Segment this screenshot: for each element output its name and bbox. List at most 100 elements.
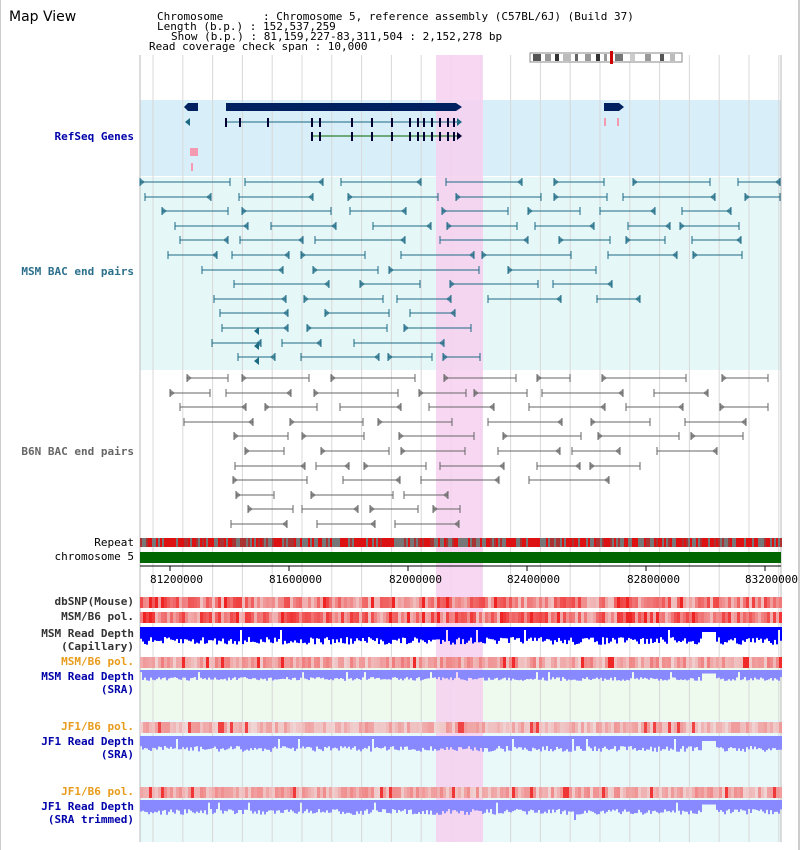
jf1-b6-pol-trim-heat — [515, 787, 518, 798]
jf1-b6-pol-heat — [707, 722, 710, 733]
msm-read-depth-cap-bar — [736, 627, 738, 644]
msm-read-depth-cap-bar — [156, 627, 158, 641]
jf1-read-depth-bar — [462, 736, 464, 750]
repeat-segment — [148, 538, 150, 547]
msm-read-depth-cap-bar — [676, 627, 678, 643]
jf1-read-depth-bar — [382, 736, 384, 748]
track-label-msm-read-depth-sra[interactable]: MSM Read Depth — [41, 670, 134, 683]
jf1-read-depth-bar — [436, 736, 438, 751]
msm-b6-pol-heat — [641, 612, 644, 623]
jf1-b6-pol-heat — [494, 722, 497, 733]
repeat-segment — [290, 538, 292, 547]
repeat-segment — [152, 538, 154, 547]
b6n-bac-pair-arrow — [364, 462, 369, 470]
jf1-b6-pol-heat — [428, 722, 431, 733]
track-label-jf1-b6-pol[interactable]: JF1/B6 pol. — [61, 720, 134, 733]
jf1-read-depth-trim-bar — [738, 800, 740, 812]
msm-b6-pol-heat — [332, 612, 335, 623]
repeat-segment — [222, 538, 224, 547]
track-label-refseq-genes[interactable]: RefSeq Genes — [54, 130, 134, 143]
msm-b6-pol-sra-heat — [728, 657, 731, 668]
track-label-msm-bac[interactable]: MSM BAC end pairs — [21, 265, 134, 278]
jf1-read-depth-trim-bar — [334, 800, 336, 810]
jf1-read-depth-bar — [726, 736, 728, 752]
jf1-read-depth-bar — [758, 736, 760, 748]
jf1-b6-pol-heat — [377, 722, 380, 733]
jf1-b6-pol-heat — [179, 722, 182, 733]
msm-read-depth-sra-bar — [390, 670, 392, 680]
repeat-segment — [192, 538, 194, 547]
track-label-jf1-read-depth[interactable]: JF1 Read Depth — [41, 735, 134, 748]
jf1-b6-pol-trim-heat — [230, 787, 233, 798]
jf1-b6-pol-heat — [758, 722, 761, 733]
jf1-b6-pol-trim-heat — [272, 787, 275, 798]
msm-b6-pol-heat — [254, 612, 257, 623]
b6n-bac-pair-arrow — [399, 432, 404, 440]
jf1-read-depth-bar — [458, 736, 460, 748]
msm-b6-pol-sra-heat — [326, 657, 329, 668]
msm-b6-pol-sra-heat — [281, 657, 284, 668]
msm-b6-pol-sra-heat — [368, 657, 371, 668]
msm-bac-pair-arrow — [400, 236, 405, 244]
msm-read-depth-sra-bar — [170, 670, 172, 678]
msm-b6-pol-heat — [752, 612, 755, 623]
jf1-read-depth-trim-bar — [394, 800, 396, 810]
msm-b6-pol-heat — [506, 612, 509, 623]
jf1-read-depth-trim-bar — [740, 800, 742, 810]
msm-read-depth-cap-bar — [566, 627, 568, 645]
dbsnp-heat — [527, 597, 530, 608]
msm-b6-pol-heat — [371, 612, 374, 623]
jf1-read-depth-trim-bar — [362, 800, 364, 815]
track-label-b6n-bac[interactable]: B6N BAC end pairs — [21, 445, 134, 458]
msm-read-depth-sra-bar — [234, 670, 236, 678]
jf1-read-depth-trim-bar — [596, 800, 598, 815]
jf1-b6-pol-heat — [512, 722, 515, 733]
repeat-segment — [480, 538, 482, 547]
msm-read-depth-cap-bar — [148, 627, 150, 641]
jf1-b6-pol-heat — [521, 722, 524, 733]
msm-read-depth-sra-bar — [650, 670, 652, 678]
jf1-b6-pol-trim-heat — [443, 787, 446, 798]
msm-b6-pol-sra-heat — [647, 657, 650, 668]
msm-b6-pol-sra-heat — [716, 657, 719, 668]
msm-read-depth-cap-bar — [548, 627, 550, 640]
track-label-jf1-read-depth-trim[interactable]: JF1 Read Depth — [41, 800, 134, 813]
b6n-bac-pair-arrow — [722, 374, 727, 382]
msm-read-depth-sra-bar — [368, 670, 370, 679]
jf1-b6-pol-heat — [365, 722, 368, 733]
repeat-segment — [422, 538, 424, 547]
jf1-read-depth-bar — [652, 736, 654, 752]
msm-read-depth-cap-bar — [382, 627, 384, 642]
track-label-msm-b6-pol[interactable]: MSM/B6 pol. — [61, 610, 134, 623]
track-label-jf1-b6-pol-trim[interactable]: JF1/B6 pol. — [61, 785, 134, 798]
msm-read-depth-sra-bar — [770, 670, 772, 679]
b6n-bac-pair-arrow — [703, 389, 708, 397]
msm-b6-pol-sra-heat — [227, 657, 230, 668]
repeat-segment — [682, 538, 684, 547]
msm-b6-pol-sra-heat — [605, 657, 608, 668]
jf1-read-depth-trim-bar — [236, 800, 238, 814]
ideogram-band — [615, 54, 623, 61]
msm-b6-pol-sra-heat — [623, 657, 626, 668]
dbsnp-heat — [422, 597, 425, 608]
msm-b6-pol-sra-heat — [161, 657, 164, 668]
jf1-read-depth-bar — [362, 736, 364, 750]
msm-read-depth-sra-bar — [236, 670, 238, 681]
jf1-read-depth-bar — [632, 736, 634, 750]
track-label-msm-read-depth-cap[interactable]: MSM Read Depth — [41, 627, 134, 640]
msm-b6-pol-heat — [530, 612, 533, 623]
jf1-read-depth-trim-bar — [684, 800, 686, 812]
jf1-read-depth-bar — [752, 736, 754, 750]
repeat-segment — [370, 538, 372, 547]
msm-read-depth-cap-bar — [574, 627, 576, 645]
jf1-read-depth-bar — [180, 736, 182, 750]
msm-read-depth-sra-bar — [378, 670, 380, 678]
msm-bac-pair-arrow — [283, 324, 288, 332]
b6n-bac-pair-arrow — [419, 389, 424, 397]
coverage-span-info: Read coverage check span : 10,000 — [149, 40, 368, 53]
track-label-dbsnp[interactable]: dbSNP(Mouse) — [54, 595, 134, 608]
track-label-msm-b6-pol-sra[interactable]: MSM/B6 pol. — [61, 655, 134, 668]
repeat-segment — [570, 538, 572, 547]
msm-read-depth-cap-bar — [744, 627, 746, 642]
